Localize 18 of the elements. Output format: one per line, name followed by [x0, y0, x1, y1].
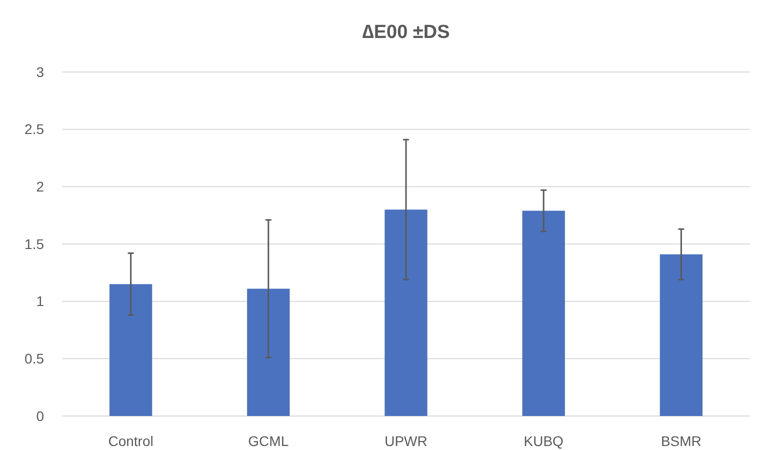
bar	[522, 210, 565, 416]
y-tick-label: 1	[36, 293, 44, 310]
x-tick-label: GCML	[248, 433, 289, 449]
x-tick-label: UPWR	[384, 433, 428, 449]
y-tick-label: 1.5	[24, 236, 44, 252]
x-tick-label: BSMR	[660, 433, 702, 449]
y-tick-label: 0	[36, 408, 44, 424]
bar	[247, 288, 290, 416]
bar	[109, 284, 152, 416]
x-tick-label: Control	[108, 433, 154, 449]
y-tick-label: 2.5	[24, 121, 44, 138]
y-tick-label: 3	[36, 64, 44, 80]
bar	[384, 210, 428, 416]
bar	[660, 254, 703, 416]
y-tick-label: 0.5	[24, 350, 44, 367]
x-tick-label: KUBQ	[524, 433, 564, 449]
chart-title: ∆E00 ±DS	[362, 22, 450, 43]
y-tick-label: 2	[36, 178, 44, 195]
